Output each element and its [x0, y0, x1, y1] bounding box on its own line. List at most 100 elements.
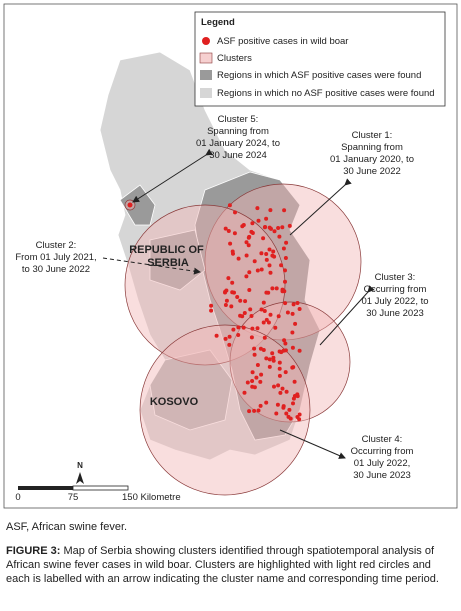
case-point [291, 396, 296, 401]
case-point [264, 356, 269, 361]
case-point [259, 307, 264, 312]
case-point [279, 263, 284, 268]
case-point [264, 252, 269, 256]
case-point [288, 416, 293, 421]
cluster-label-line: 30 June 2023 [366, 308, 424, 319]
case-point [270, 286, 275, 291]
case-point [276, 314, 281, 319]
cluster-label-line: Cluster 3: [375, 272, 416, 283]
case-point [246, 243, 251, 248]
case-point [258, 379, 263, 384]
case-point [267, 263, 272, 268]
case-point [209, 308, 214, 313]
case-point [248, 307, 253, 312]
case-point [291, 401, 295, 406]
case-point [258, 346, 263, 351]
case-point [283, 268, 287, 273]
case-point [277, 366, 282, 371]
case-point [277, 234, 282, 239]
case-point [274, 411, 279, 416]
case-point [262, 309, 267, 313]
case-point [214, 333, 219, 338]
case-point [270, 351, 275, 356]
case-point [261, 300, 266, 305]
cluster-label-line: Cluster 2: [36, 240, 77, 251]
case-point [255, 268, 260, 273]
legend: Legend ASF positive cases in wild boar C… [194, 11, 446, 107]
case-point [258, 403, 263, 408]
cluster-label: Cluster 1: Spanning from 01 January 2020, … [330, 130, 414, 177]
case-point [278, 390, 283, 395]
case-point [255, 363, 260, 367]
case-point [273, 325, 278, 330]
arrow [279, 429, 346, 459]
case-point [236, 333, 241, 337]
case-point [281, 404, 286, 409]
case-point [259, 267, 264, 272]
case-point [229, 304, 234, 309]
case-point [127, 202, 133, 208]
case-point [236, 325, 241, 330]
case-point [285, 310, 290, 315]
case-point [231, 327, 236, 332]
case-point [297, 307, 302, 311]
case-point [250, 221, 255, 226]
case-point [259, 372, 264, 377]
case-point [293, 321, 298, 326]
case-point [290, 330, 295, 335]
region-label: KOSOVO [150, 396, 199, 408]
cluster-label: Cluster 3: Occurring from 01 July 2022, to… [361, 272, 428, 319]
case-point [271, 249, 276, 254]
case-point [284, 411, 289, 416]
case-point [240, 224, 245, 229]
case-point [275, 402, 280, 407]
cluster-label-line: 01 January 2020, to [330, 154, 414, 165]
country-label: REPUBLIC OF SERBIA [129, 244, 207, 269]
case-point [290, 345, 295, 350]
cluster-circle [229, 301, 351, 423]
case-point [224, 288, 229, 293]
case-point [287, 223, 292, 228]
case-point [264, 317, 269, 322]
case-point [287, 407, 292, 412]
legend-item: ASF positive cases in wild boar [217, 36, 348, 47]
arrow [319, 285, 375, 346]
case-point [277, 360, 282, 365]
case-point [274, 286, 279, 291]
case-point [252, 352, 257, 357]
case-point [223, 303, 228, 307]
case-point [261, 236, 266, 241]
case-point [264, 290, 269, 295]
case-point [272, 254, 277, 259]
case-point [283, 341, 288, 346]
case-point [276, 383, 281, 388]
case-point [233, 210, 237, 215]
case-point [250, 384, 255, 389]
case-point [226, 229, 231, 233]
case-point [268, 208, 273, 213]
case-point [238, 313, 243, 318]
cluster-label-line: 30 June 2023 [353, 470, 411, 481]
case-point [243, 299, 248, 304]
case-point [235, 295, 240, 299]
scale-bar: 0 75 150 Kilometre [15, 485, 181, 503]
case-point [264, 216, 269, 221]
case-point [272, 384, 276, 389]
case-point [267, 364, 272, 369]
abbreviations: ASF, African swine fever. [6, 521, 128, 533]
case-point [230, 280, 235, 285]
case-point [271, 355, 276, 360]
case-point [247, 409, 252, 414]
case-point [283, 279, 287, 284]
case-point [267, 247, 272, 252]
cluster-label-line: Spanning from [341, 142, 403, 153]
case-point [280, 386, 285, 391]
case-point [228, 241, 233, 246]
figure-label: FIGURE 3: [6, 545, 61, 557]
cluster-label-line: Cluster 4: [362, 434, 403, 445]
map-figure: Legend ASF positive cases in wild boar C… [3, 3, 458, 509]
case-point [292, 379, 297, 384]
case-points [127, 202, 302, 422]
case-point [256, 408, 261, 413]
case-point [261, 320, 266, 325]
